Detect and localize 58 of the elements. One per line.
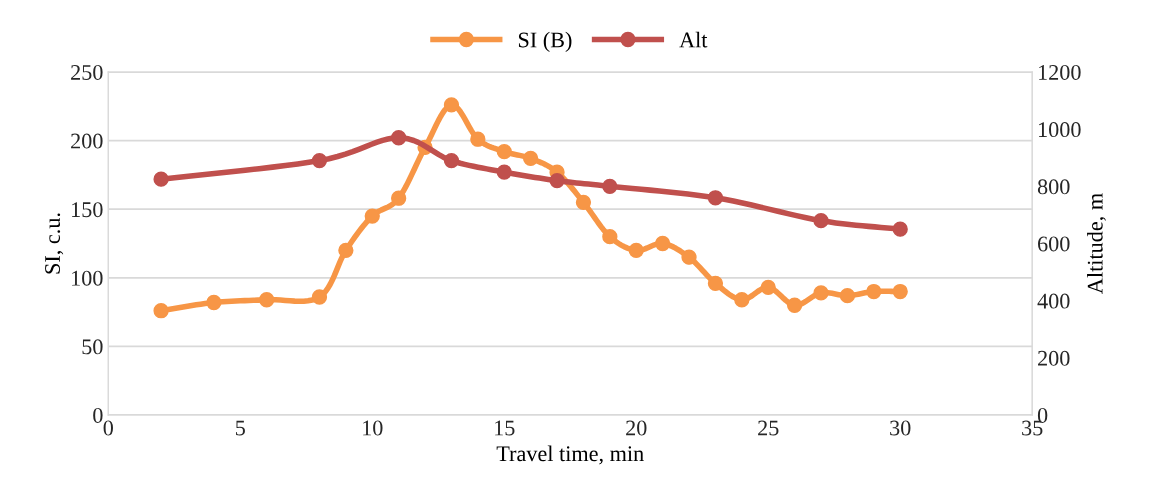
point bbox=[523, 150, 539, 167]
point bbox=[496, 143, 512, 160]
point bbox=[707, 190, 724, 206]
point bbox=[338, 242, 354, 258]
point bbox=[259, 292, 275, 308]
point bbox=[628, 242, 644, 258]
point bbox=[734, 292, 750, 308]
point bbox=[786, 297, 803, 313]
point bbox=[443, 152, 460, 169]
point bbox=[602, 229, 618, 245]
y2-tick-label: 1000 bbox=[1039, 122, 1081, 138]
y-tick-label: 100 bbox=[72, 270, 103, 286]
point bbox=[443, 97, 460, 113]
point bbox=[391, 190, 407, 206]
y2-tick-label: 800 bbox=[1037, 179, 1070, 195]
point bbox=[470, 131, 486, 147]
x-tick-label: 5 bbox=[236, 420, 245, 436]
x-tick-label: 30 bbox=[890, 420, 911, 436]
point bbox=[839, 287, 856, 304]
x-tick-label: 25 bbox=[758, 420, 779, 436]
point bbox=[813, 212, 829, 229]
y-tick-label: 50 bbox=[82, 339, 103, 355]
y-tick-label: 250 bbox=[71, 64, 103, 80]
x-tick-label: 15 bbox=[495, 420, 515, 436]
y2-tick-label: 600 bbox=[1038, 236, 1070, 252]
point bbox=[654, 235, 671, 252]
y2-tick-label: 400 bbox=[1037, 293, 1070, 309]
point bbox=[549, 172, 565, 189]
point bbox=[575, 194, 592, 210]
x-axis-title: Travel time, min bbox=[496, 445, 644, 465]
y-tick-label: 150 bbox=[72, 202, 103, 218]
point bbox=[892, 283, 908, 300]
point bbox=[496, 164, 512, 180]
point bbox=[813, 285, 829, 301]
point bbox=[707, 275, 724, 291]
point bbox=[153, 303, 169, 319]
point bbox=[364, 208, 380, 224]
legend-label: Alt bbox=[679, 31, 708, 48]
x-tick-label: 0 bbox=[103, 420, 113, 436]
legend-label: SI (B) bbox=[518, 31, 572, 52]
x-tick-label: 20 bbox=[626, 420, 647, 436]
point bbox=[153, 171, 169, 187]
point bbox=[681, 249, 697, 265]
y2-axis-title: Altitude, m bbox=[1087, 193, 1106, 294]
point bbox=[602, 178, 618, 194]
point bbox=[892, 221, 908, 237]
point bbox=[760, 279, 776, 296]
y-tick-label: 0 bbox=[93, 407, 103, 423]
point bbox=[311, 152, 328, 169]
point bbox=[391, 130, 407, 146]
point bbox=[866, 283, 882, 300]
point bbox=[206, 294, 222, 311]
y2-tick-label: 1200 bbox=[1039, 64, 1081, 80]
point bbox=[311, 289, 328, 305]
y-tick-label: 200 bbox=[71, 133, 103, 149]
y-axis-title: SI, c.u. bbox=[45, 213, 64, 274]
y2-tick-label: 200 bbox=[1038, 350, 1070, 366]
x-tick-label: 10 bbox=[363, 420, 383, 436]
